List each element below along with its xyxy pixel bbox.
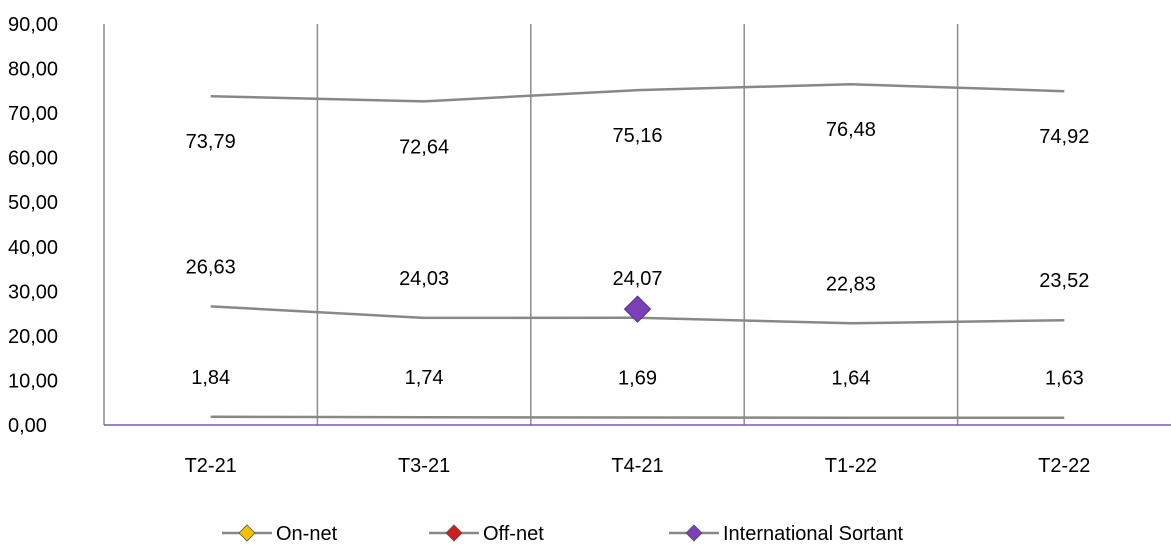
y-tick-label: 50,00: [8, 192, 58, 214]
legend-label: On-net: [276, 523, 338, 545]
legend-marker-icon: [238, 524, 256, 542]
data-label: 24,07: [612, 268, 662, 290]
legend-marker-icon: [445, 524, 463, 542]
diamond-marker: [623, 295, 652, 323]
x-tick-label: T4-21: [611, 455, 663, 477]
data-label: 1,84: [191, 367, 230, 389]
x-tick-label: T1-22: [825, 455, 877, 477]
x-tick-label: T2-21: [185, 455, 237, 477]
data-label: 1,63: [1045, 368, 1084, 390]
y-tick-label: 60,00: [8, 148, 58, 170]
legend-marker-icon: [685, 524, 703, 542]
legend-label: International Sortant: [723, 523, 904, 545]
data-label: 72,64: [399, 136, 449, 158]
x-tick-label: T3-21: [398, 455, 450, 477]
data-label: 75,16: [612, 125, 662, 147]
tick-labels: 0,00 10,00 20,00 30,00 40,00 50,00 60,00 70,00 8…: [8, 14, 1090, 477]
data-label: 24,03: [399, 268, 449, 290]
data-label: 1,69: [618, 367, 657, 389]
data-label: 1,74: [405, 367, 444, 389]
y-tick-label: 20,00: [8, 326, 58, 348]
legend-label: Off-net: [483, 523, 544, 545]
y-tick-label: 10,00: [8, 370, 58, 392]
y-tick-label: 90,00: [8, 14, 58, 36]
data-label: 76,48: [826, 119, 876, 141]
data-label: 73,79: [186, 131, 236, 153]
x-tick-label: T2-22: [1038, 455, 1090, 477]
gridlines: [103, 24, 959, 425]
data-label: 26,63: [186, 256, 236, 278]
line-chart: 73,79 72,64 75,16 76,48 74,92 26,63 24,03 24,07…: [8, 14, 1171, 477]
series-line-international-sortant: [210, 415, 1065, 419]
data-labels: 73,79 72,64 75,16 76,48 74,92 26,63 24,03 24,07…: [186, 119, 1090, 389]
legend: On-net Off-net International Sortant: [222, 523, 904, 545]
data-label: 22,83: [826, 273, 876, 295]
y-tick-label: 80,00: [8, 59, 58, 81]
data-label: 74,92: [1039, 126, 1089, 148]
data-label: 1,64: [831, 368, 870, 390]
y-tick-label: 70,00: [8, 103, 58, 125]
y-tick-label: 0,00: [8, 415, 47, 437]
y-tick-label: 40,00: [8, 237, 58, 259]
y-tick-label: 30,00: [8, 281, 58, 303]
data-label: 23,52: [1039, 270, 1089, 292]
series-line-on-net: [210, 82, 1065, 103]
annotations: [623, 295, 652, 323]
